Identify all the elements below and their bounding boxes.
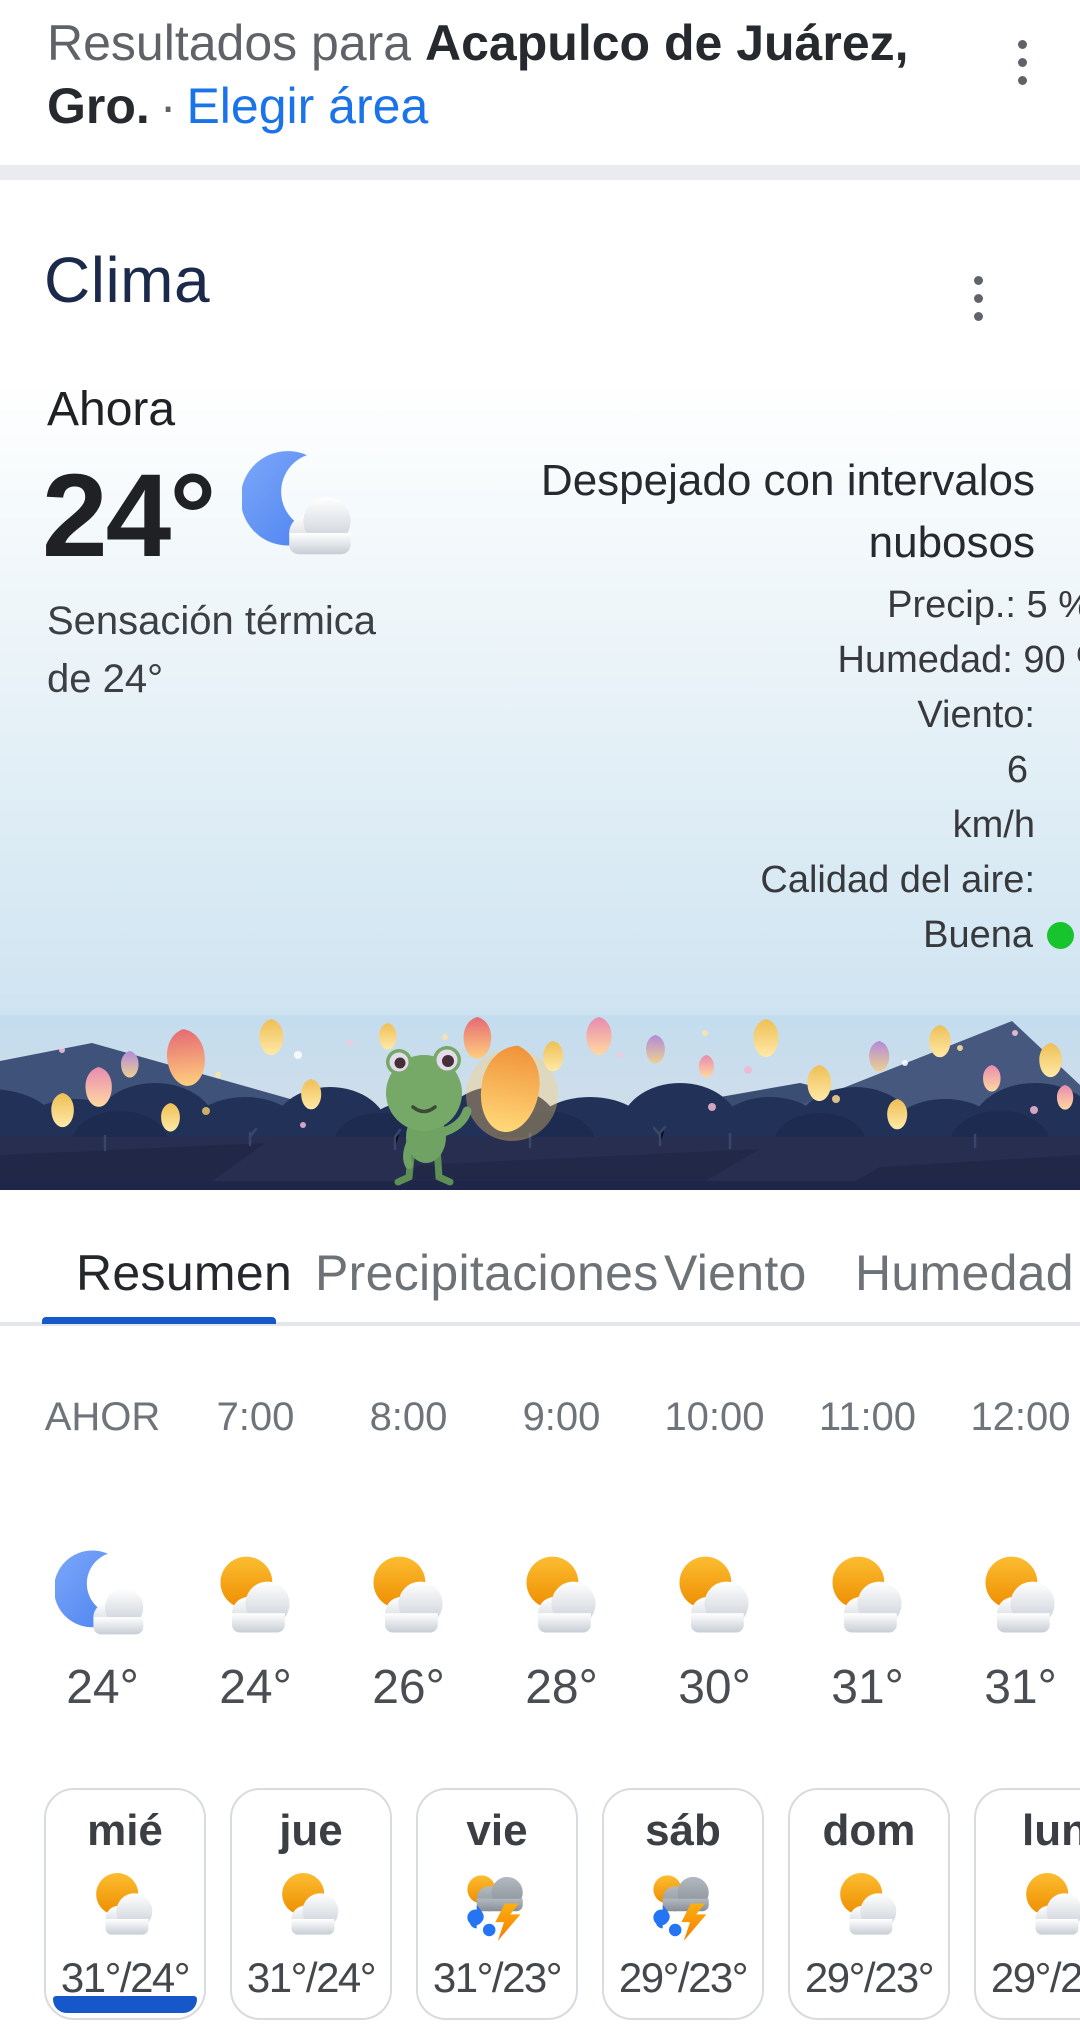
hourly-item: 11:00 31° <box>791 1360 944 1740</box>
results-location-line2: Gro. <box>47 78 150 134</box>
sun-cloud-icon <box>667 1548 763 1644</box>
feels-like-line1: Sensación térmica <box>47 599 377 643</box>
moon-cloud-icon <box>242 448 360 566</box>
day-card-sab[interactable]: sáb 29°/23° <box>602 1788 764 2020</box>
weather-scene-illustration <box>0 1015 1080 1190</box>
hour-temp: 24° <box>66 1661 139 1714</box>
tab-humedad[interactable]: Humedad <box>855 1245 1074 1301</box>
results-prefix: Resultados para <box>47 15 426 71</box>
tab-precipitaciones[interactable]: Precipitaciones <box>315 1245 659 1301</box>
day-card-jue[interactable]: jue 31°/24° <box>230 1788 392 2020</box>
selected-tab-underline <box>42 1317 276 1324</box>
hour-label: 7:00 <box>216 1395 295 1439</box>
hour-temp: 30° <box>678 1661 751 1714</box>
wind-label: Viento: <box>917 694 1035 736</box>
day-label: lun <box>1022 1806 1080 1855</box>
humidity-stat: Humedad: 90 % <box>837 639 1080 681</box>
hour-label: 8:00 <box>369 1395 448 1439</box>
day-card-dom[interactable]: dom 29°/23° <box>788 1788 950 2020</box>
tab-viento[interactable]: Viento <box>664 1245 807 1301</box>
day-temps: 29°/23° <box>618 1954 749 2001</box>
hour-label: 10:00 <box>664 1395 765 1439</box>
separator-dot: · <box>159 78 177 134</box>
hour-temp: 28° <box>525 1661 598 1714</box>
sun-cloud-icon <box>208 1548 304 1644</box>
weather-details: Precip.: 5 % Humedad: 90 % Viento: 6 km/… <box>760 578 1080 963</box>
hourly-item: 7:00 24° <box>179 1360 332 1740</box>
selected-day-indicator <box>53 1996 197 2013</box>
hourly-item: 12:00 31° <box>944 1360 1080 1740</box>
hour-temp: 24° <box>219 1661 292 1714</box>
frog-character <box>386 1046 472 1186</box>
moon-cloud-icon <box>55 1548 151 1644</box>
day-label: jue <box>279 1806 343 1855</box>
condition-line1: Despejado con intervalos <box>540 456 1035 505</box>
kebab-menu-icon <box>992 39 1052 85</box>
weather-gradient-background <box>0 378 1080 1015</box>
hourly-item: 10:00 30° <box>638 1360 791 1740</box>
day-card-vie[interactable]: vie 31°/23° <box>416 1788 578 2020</box>
tab-resumen[interactable]: Resumen <box>76 1245 293 1301</box>
hourly-item: 8:00 26° <box>332 1360 485 1740</box>
current-temperature: 24° <box>42 450 216 582</box>
hour-temp: 31° <box>984 1661 1057 1714</box>
day-label: vie <box>466 1806 528 1855</box>
sun-cloud-icon <box>973 1548 1069 1644</box>
results-location-line1: Acapulco de Juárez, <box>425 15 909 71</box>
day-temps: 29°/23° <box>804 1954 935 2001</box>
kebab-menu-icon <box>948 275 1008 321</box>
sun-cloud-icon <box>361 1548 457 1644</box>
wind-unit: km/h <box>952 804 1035 846</box>
hour-label: 9:00 <box>522 1395 601 1439</box>
sun-cloud-icon <box>1016 1866 1080 1944</box>
hour-label: 11:00 <box>818 1395 917 1439</box>
day-card-mie[interactable]: mié 31°/24° <box>44 1788 206 2020</box>
hour-label: 12:00 <box>970 1395 1071 1439</box>
tabs-divider <box>0 1322 1080 1326</box>
header-more-options-button[interactable] <box>992 22 1052 102</box>
feels-like: Sensación térmica de 24° <box>47 592 376 708</box>
sun-cloud-icon <box>86 1866 164 1944</box>
day-temps: 31°/23° <box>432 1954 563 2001</box>
precipitation-stat: Precip.: 5 % <box>887 584 1080 626</box>
wind-value: 6 <box>1006 749 1028 791</box>
hourly-forecast-strip[interactable]: AHOR 24° 7:00 24° 8:00 26° 9:00 28° 10:0… <box>0 1360 1080 1740</box>
feels-like-line2: de 24° <box>47 657 164 701</box>
weather-more-options-button[interactable] <box>948 258 1008 338</box>
air-quality-value: Buena <box>923 914 1033 956</box>
air-quality-line: Buena <box>923 908 1074 963</box>
sun-cloud-icon <box>830 1866 908 1944</box>
daily-forecast-row: mié 31°/24° jue 31°/24° vie 31°/23° sáb … <box>0 1788 1080 2020</box>
results-header: Resultados para Acapulco de Juárez, Gro.… <box>47 12 947 138</box>
hourly-item: 9:00 28° <box>485 1360 638 1740</box>
sun-cloud-icon <box>272 1866 350 1944</box>
storm-icon <box>644 1866 722 1944</box>
day-temps: 29°/23° <box>990 1954 1080 2001</box>
now-label: Ahora <box>47 383 176 436</box>
day-label: dom <box>822 1806 916 1855</box>
forecast-tabs: Resumen Precipitaciones Viento Humedad <box>0 1200 1080 1330</box>
day-card-lun[interactable]: lun 29°/23° <box>974 1788 1080 2020</box>
storm-icon <box>458 1866 536 1944</box>
sun-cloud-icon <box>820 1548 916 1644</box>
condition-line2: nubosos <box>868 518 1035 567</box>
day-temps: 31°/24° <box>246 1954 377 2001</box>
hour-label: AHOR <box>44 1395 161 1439</box>
weather-title: Clima <box>44 244 211 316</box>
day-label: sáb <box>645 1806 721 1855</box>
condition-summary: Despejado con intervalos nubosos <box>541 450 1035 574</box>
air-quality-label: Calidad del aire: <box>760 859 1035 901</box>
day-label: mié <box>87 1806 163 1855</box>
choose-area-link[interactable]: Elegir área <box>186 78 429 134</box>
hourly-item: AHOR 24° <box>26 1360 179 1740</box>
hour-temp: 31° <box>831 1661 904 1714</box>
hour-temp: 26° <box>372 1661 445 1714</box>
sun-cloud-icon <box>514 1548 610 1644</box>
air-quality-dot <box>1047 922 1074 949</box>
header-divider <box>0 165 1080 180</box>
day-temps: 31°/24° <box>60 1954 191 2001</box>
